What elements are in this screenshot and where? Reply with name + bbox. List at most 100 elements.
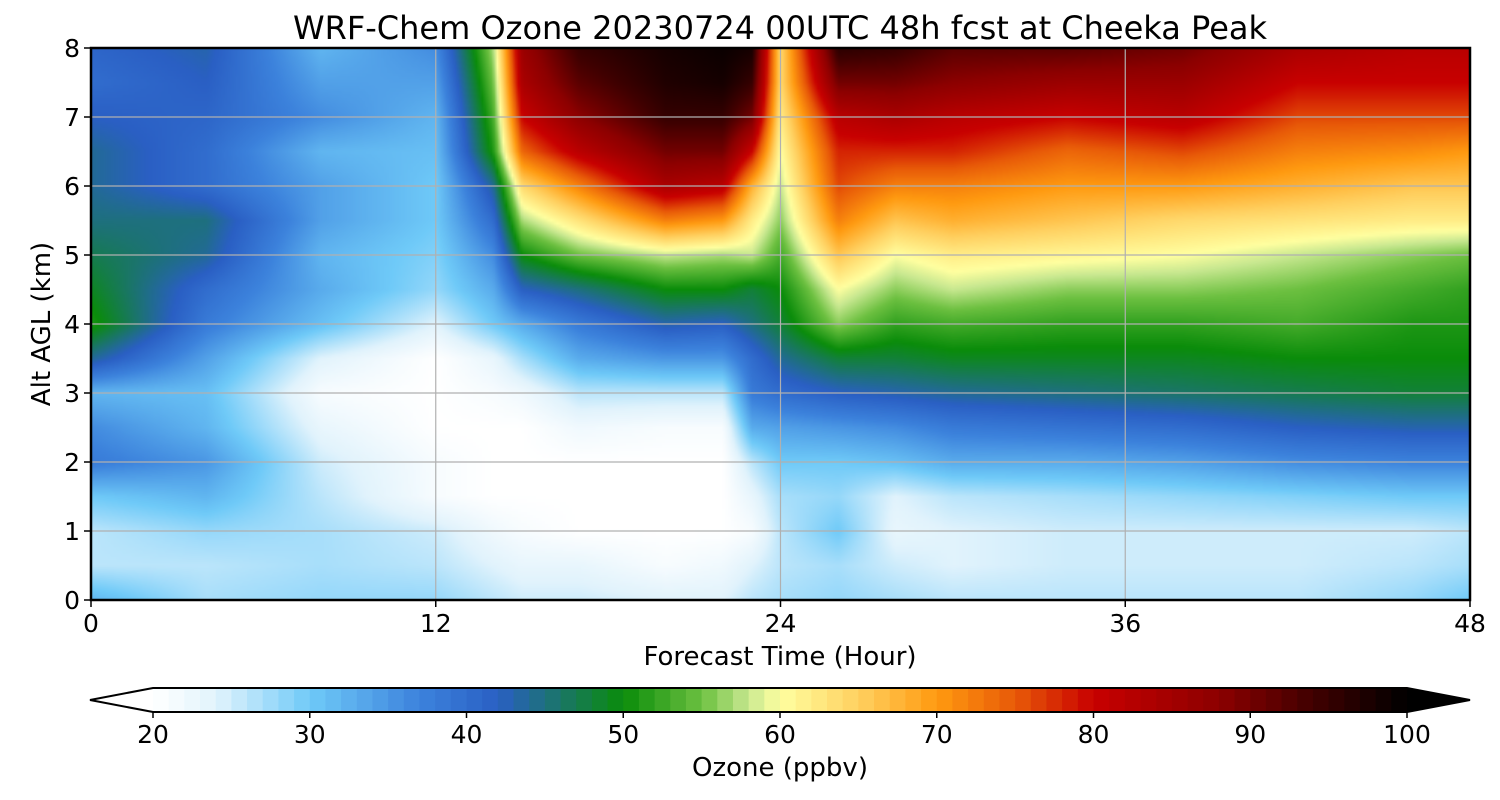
y-tick-label: 1 — [64, 517, 80, 546]
y-tick-label: 6 — [64, 172, 80, 201]
colorbar-swatch — [795, 688, 812, 712]
colorbar-tick-label: 60 — [764, 720, 796, 749]
colorbar-swatch — [1187, 688, 1204, 712]
colorbar-tick-label: 20 — [137, 720, 169, 749]
y-tick-label: 5 — [64, 241, 80, 270]
y-tick-label: 0 — [64, 586, 80, 615]
colorbar-swatch — [936, 688, 954, 712]
x-tick-label: 36 — [1109, 609, 1141, 638]
colorbar-swatch — [905, 688, 922, 712]
colorbar-swatch — [544, 688, 562, 712]
colorbar-swatch — [999, 688, 1016, 712]
colorbar-swatch — [764, 688, 781, 712]
colorbar-swatch — [1328, 688, 1345, 712]
colorbar-swatch — [1156, 688, 1173, 712]
x-tick-label: 48 — [1454, 609, 1486, 638]
y-tick-label: 4 — [64, 310, 80, 339]
colorbar-swatch — [325, 688, 342, 712]
colorbar-swatch — [435, 688, 452, 712]
y-tick-label: 3 — [64, 379, 80, 408]
colorbar-swatch — [1375, 688, 1392, 712]
colorbar-tick-label: 50 — [607, 720, 639, 749]
colorbar-swatch — [748, 688, 765, 712]
colorbar-label: Ozone (ppbv) — [692, 753, 868, 783]
colorbar-swatch — [670, 688, 687, 712]
colorbar-swatch — [403, 688, 421, 712]
colorbar-swatch — [576, 688, 593, 712]
colorbar-swatch — [482, 688, 499, 712]
colorbar-swatch — [1077, 688, 1095, 712]
colorbar-swatch — [780, 688, 797, 712]
y-tick-label: 2 — [64, 448, 80, 477]
colorbar-low-extend — [90, 688, 153, 712]
colorbar-swatch — [874, 688, 891, 712]
colorbar-swatch — [1234, 688, 1251, 712]
colorbar-swatch — [1359, 688, 1377, 712]
colorbar-swatch — [827, 688, 844, 712]
colorbar-swatch — [1030, 688, 1048, 712]
y-tick-label: 8 — [64, 34, 80, 63]
colorbar-swatch — [388, 688, 405, 712]
colorbar-swatch — [231, 688, 248, 712]
colorbar-swatch — [1062, 688, 1079, 712]
colorbar-tick-label: 90 — [1234, 720, 1266, 749]
colorbar-tick-label: 80 — [1078, 720, 1110, 749]
x-axis-ticks: 0 12 24 36 48 — [83, 600, 1486, 638]
y-axis-ticks: 0 1 2 3 4 5 6 7 8 — [64, 34, 91, 615]
colorbar-swatch — [1391, 688, 1408, 712]
colorbar-swatch — [168, 688, 185, 712]
colorbar-swatch — [450, 688, 468, 712]
colorbar-swatch — [513, 688, 530, 712]
colorbar-swatch — [1171, 688, 1189, 712]
colorbar-swatch — [1109, 688, 1126, 712]
colorbar-tick-label: 30 — [294, 720, 326, 749]
colorbar-swatch — [184, 688, 201, 712]
colorbar-swatch — [1250, 688, 1267, 712]
colorbar-swatch — [294, 688, 311, 712]
grid-lines — [91, 48, 1470, 600]
colorbar-high-extend — [1407, 688, 1470, 712]
colorbar-swatch — [1297, 688, 1314, 712]
x-tick-label: 0 — [83, 609, 99, 638]
colorbar-swatch — [247, 688, 264, 712]
colorbar-ticks: 20 30 40 50 60 70 80 90 100 — [137, 712, 1431, 749]
colorbar-swatch — [732, 688, 750, 712]
colorbar-swatch — [200, 688, 217, 712]
colorbar-swatch — [858, 688, 875, 712]
colorbar-swatch — [1203, 688, 1220, 712]
x-tick-label: 12 — [420, 609, 452, 638]
colorbar-tick-label: 100 — [1383, 720, 1431, 749]
colorbar-swatch — [685, 688, 703, 712]
colorbar-swatch — [1344, 688, 1361, 712]
colorbar-swatch — [701, 688, 718, 712]
colorbar-swatch — [654, 688, 671, 712]
colorbar-swatch — [560, 688, 577, 712]
colorbar-swatch — [983, 688, 1001, 712]
colorbar-swatch — [968, 688, 985, 712]
colorbar-tick-label: 70 — [921, 720, 953, 749]
colorbar-swatch — [153, 688, 170, 712]
colorbar-swatch — [1093, 688, 1110, 712]
colorbar-swatch — [607, 688, 624, 712]
y-tick-label: 7 — [64, 103, 80, 132]
x-axis-label: Forecast Time (Hour) — [643, 642, 916, 672]
colorbar-swatch — [497, 688, 515, 712]
colorbar-swatch — [1281, 688, 1298, 712]
colorbar-swatch — [1265, 688, 1283, 712]
colorbar-swatch — [1046, 688, 1063, 712]
colorbar-swatch — [262, 688, 279, 712]
colorbar-swatch — [1218, 688, 1236, 712]
colorbar-swatch — [372, 688, 389, 712]
colorbar — [89, 687, 1471, 713]
colorbar-swatch — [356, 688, 374, 712]
colorbar-swatch — [842, 688, 859, 712]
colorbar-swatch — [419, 688, 436, 712]
colorbar-swatch — [215, 688, 232, 712]
colorbar-swatch — [889, 688, 906, 712]
y-axis-label: Alt AGL (km) — [27, 242, 57, 406]
colorbar-swatch — [591, 688, 609, 712]
colorbar-swatch — [341, 688, 358, 712]
colorbar-swatch — [466, 688, 483, 712]
colorbar-swatch — [1140, 688, 1157, 712]
